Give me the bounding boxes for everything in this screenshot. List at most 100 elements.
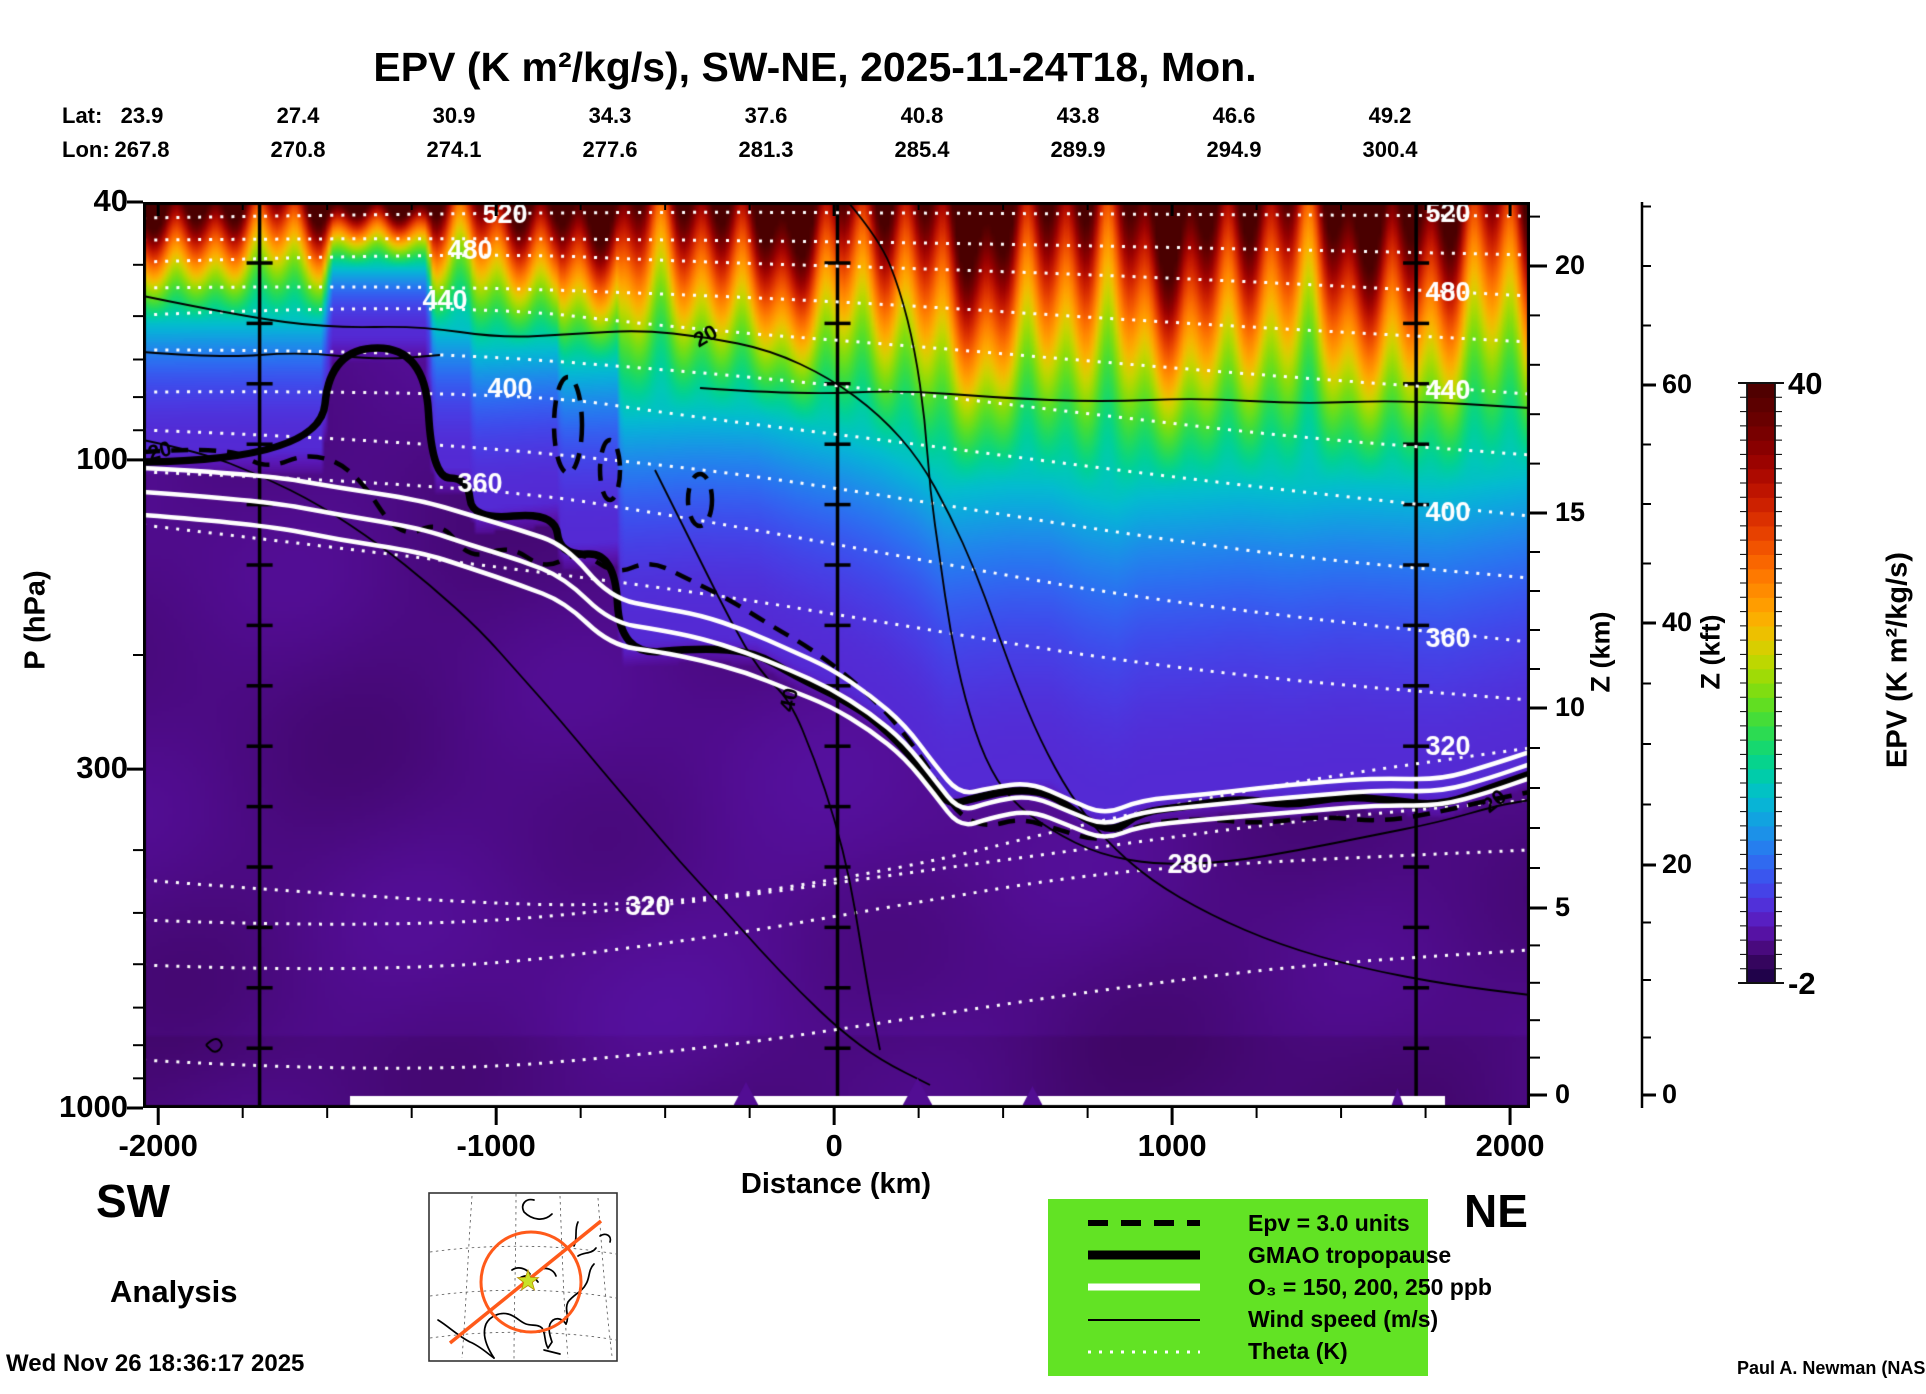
sw-endpoint-label: SW — [96, 1175, 171, 1227]
colorbar-segment — [1747, 625, 1775, 641]
colorbar-segment — [1747, 897, 1775, 913]
colorbar-segment — [1747, 483, 1775, 498]
colorbar-segment — [1747, 854, 1775, 870]
colorbar-segment — [1747, 468, 1775, 484]
colorbar-segment — [1747, 954, 1775, 970]
legend-item-label: Theta (K) — [1248, 1338, 1348, 1365]
legend-line-sample-dashed-black-thick — [1088, 1220, 1200, 1227]
z-kft-tick-label: 60 — [1662, 369, 1693, 399]
legend-item: Wind speed (m/s) — [1048, 1304, 1438, 1336]
colorbar-segment — [1747, 740, 1775, 756]
legend-line-sample-solid-black-thin — [1088, 1318, 1200, 1321]
lon-value: 281.3 — [738, 137, 794, 162]
colorbar-segment — [1747, 911, 1775, 927]
colorbar-title: EPV (K m²/kg/s) — [1881, 552, 1914, 768]
lon-value: 294.9 — [1206, 137, 1262, 162]
colorbar-segment — [1747, 540, 1775, 556]
transect-center-star — [516, 1268, 540, 1291]
legend-item-label: Epv = 3.0 units — [1248, 1209, 1410, 1236]
credit: Paul A. Newman (NASA — [1737, 1358, 1926, 1378]
lat-value: 27.4 — [276, 103, 320, 128]
lat-value: 30.9 — [432, 103, 476, 128]
colorbar-segment — [1747, 411, 1775, 427]
legend-line-sample-solid-black-thick — [1088, 1250, 1200, 1260]
colorbar-segment — [1747, 940, 1775, 956]
page-title: EPV (K m²/kg/s), SW-NE, 2025-11-24T18, M… — [373, 44, 1257, 90]
z-kft-tick-label: 20 — [1662, 849, 1693, 879]
z-km-tick-label: 20 — [1555, 250, 1586, 280]
lon-value: 289.9 — [1050, 137, 1106, 162]
z-kft-tick-label: 0 — [1662, 1079, 1678, 1109]
legend-item: Theta (K) — [1048, 1336, 1428, 1368]
colorbar-segment — [1747, 783, 1775, 798]
z-km-tick-label: 0 — [1555, 1079, 1571, 1109]
legend-item-label: O₃ = 150, 200, 250 ppb — [1248, 1273, 1492, 1300]
z-kft-tick-label: 40 — [1662, 607, 1693, 637]
lon-value: 277.6 — [582, 137, 638, 162]
lon-row-label: Lon: — [62, 137, 110, 162]
lon-value: 267.8 — [114, 137, 170, 162]
colorbar-segment — [1747, 597, 1775, 613]
legend-item: Epv = 3.0 units — [1048, 1207, 1428, 1239]
timestamp: Wed Nov 26 18:36:17 2025 — [6, 1350, 305, 1377]
lat-value: 49.2 — [1368, 103, 1412, 128]
legend-item-label: GMAO tropopause — [1248, 1241, 1452, 1268]
legend-line-sample-solid-white-thick — [1088, 1283, 1200, 1291]
lon-value: 270.8 — [270, 137, 326, 162]
colorbar-segment — [1747, 640, 1775, 656]
pressure-tick-label: 40 — [93, 183, 128, 218]
legend-item: O₃ = 150, 200, 250 ppb — [1048, 1271, 1492, 1303]
colorbar-segment — [1747, 511, 1775, 527]
pressure-axis-title: P (hPa) — [19, 570, 52, 670]
colorbar-segment — [1747, 711, 1775, 727]
colorbar-segment — [1747, 840, 1775, 856]
colorbar-segment — [1747, 568, 1775, 584]
colorbar-segment — [1747, 797, 1775, 813]
colorbar-segment — [1747, 883, 1775, 898]
lon-value: 274.1 — [426, 137, 482, 162]
ne-endpoint-label: NE — [1464, 1185, 1528, 1237]
lon-value: 300.4 — [1362, 137, 1418, 162]
colorbar-segment — [1747, 668, 1775, 684]
colorbar-segment — [1747, 525, 1775, 541]
transect-map-inset — [428, 1192, 618, 1362]
colorbar-segment — [1747, 811, 1775, 827]
legend-line-sample-dotted-white — [1088, 1350, 1200, 1354]
z-km-axis-title: Z (km) — [1585, 611, 1616, 693]
colorbar — [1738, 382, 1784, 984]
distance-tick-label: -1000 — [456, 1128, 536, 1163]
distance-tick-label: 0 — [825, 1128, 843, 1163]
transect-range-circle — [479, 1230, 583, 1334]
lat-value: 37.6 — [744, 103, 788, 128]
colorbar-segment — [1747, 725, 1775, 741]
distance-axis-title: Distance (km) — [740, 1168, 932, 1200]
distance-tick-label: 1000 — [1137, 1128, 1207, 1163]
colorbar-max-label: 40 — [1788, 366, 1823, 401]
colorbar-segment — [1747, 925, 1775, 941]
colorbar-segment — [1747, 425, 1775, 441]
legend-item: GMAO tropopause — [1048, 1239, 1451, 1271]
lat-value: 40.8 — [900, 103, 944, 128]
lat-value: 46.6 — [1212, 103, 1256, 128]
colorbar-segment — [1747, 611, 1775, 627]
colorbar-segment — [1747, 383, 1775, 398]
z-kft-axis-title: Z (kft) — [1695, 614, 1726, 690]
lon-value: 285.4 — [894, 137, 950, 162]
map-graticule — [429, 1193, 617, 1361]
distance-tick-label: 2000 — [1475, 1128, 1545, 1163]
colorbar-segment — [1747, 440, 1775, 456]
colorbar-segment — [1747, 868, 1775, 884]
analysis-label: Analysis — [110, 1274, 238, 1309]
lat-value: 43.8 — [1056, 103, 1100, 128]
colorbar-segment — [1747, 825, 1775, 841]
colorbar-min-label: -2 — [1788, 966, 1816, 1001]
colorbar-segment — [1747, 397, 1775, 413]
pressure-tick-label: 100 — [76, 440, 128, 476]
colorbar-segment — [1747, 454, 1775, 470]
lat-value: 34.3 — [588, 103, 632, 128]
colorbar-segment — [1747, 768, 1775, 784]
epv-field-canvas — [143, 202, 1530, 1108]
pressure-tick-label: 1000 — [59, 1089, 128, 1124]
colorbar-segment — [1747, 754, 1775, 770]
